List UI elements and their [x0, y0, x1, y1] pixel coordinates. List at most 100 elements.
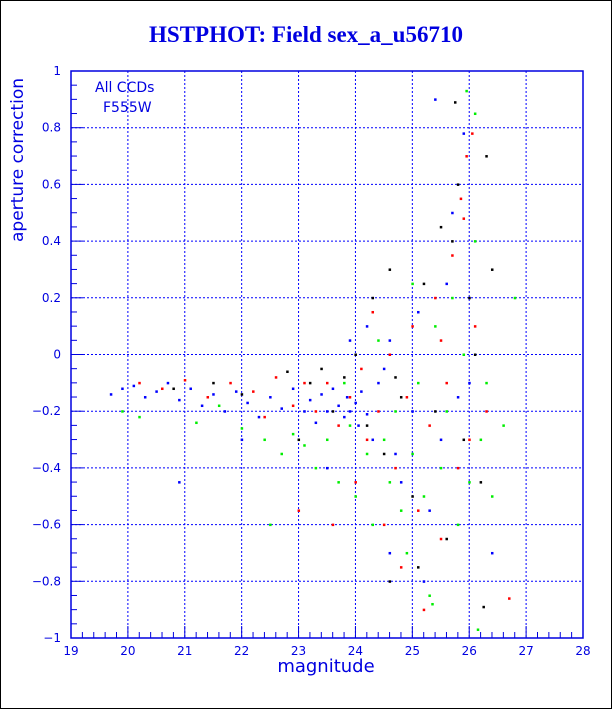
data-point-black: [388, 580, 392, 583]
data-point-black: [422, 282, 426, 286]
data-point-red: [468, 438, 471, 442]
data-point-green: [121, 410, 124, 413]
data-point-green: [445, 410, 448, 413]
data-point-blue: [269, 396, 272, 399]
data-point-red: [394, 466, 397, 470]
data-point-blue: [303, 410, 306, 413]
data-point-green: [365, 452, 369, 456]
data-point-red: [348, 396, 352, 399]
data-point-blue: [166, 381, 170, 385]
data-point-red: [508, 597, 511, 600]
data-point-red: [382, 523, 386, 527]
data-point-red: [297, 509, 301, 512]
y-tick-label: 0: [53, 348, 61, 362]
data-point-green: [195, 421, 198, 425]
data-point-green: [314, 466, 318, 470]
data-point-blue: [314, 421, 318, 425]
data-point-blue: [343, 415, 346, 419]
data-point-red: [456, 466, 460, 470]
x-tick-label: 19: [63, 644, 78, 658]
data-point-blue: [320, 393, 323, 396]
axes: 19 20 21 22 23 24 25 26 27 28 1 0.8 0.6 0.4 0.2 0 −0.2 −0…: [32, 64, 591, 658]
data-point-blue: [291, 387, 295, 391]
data-point-blue: [240, 438, 244, 442]
data-point-black: [371, 296, 375, 300]
data-point-blue: [143, 396, 147, 399]
data-point-black: [382, 452, 386, 456]
data-point-green: [291, 432, 295, 436]
x-tick-label: 23: [291, 644, 306, 658]
data-point-green: [479, 438, 483, 442]
data-point-green: [269, 523, 272, 527]
data-point-green: [422, 495, 426, 498]
y-tick-label: 0.6: [42, 177, 61, 191]
data-point-blue: [348, 339, 352, 342]
data-point-red: [462, 217, 466, 220]
x-axis-label: magnitude: [277, 656, 375, 677]
data-point-green: [354, 495, 357, 498]
data-point-blue: [223, 410, 227, 413]
data-point-red: [388, 353, 392, 356]
data-point-green: [394, 410, 397, 413]
data-point-green: [431, 602, 434, 606]
data-point-blue: [345, 396, 349, 399]
data-point-red: [399, 566, 403, 569]
data-point-blue: [109, 393, 113, 396]
data-point-blue: [155, 390, 158, 393]
data-point-red: [428, 424, 431, 427]
data-point-blue: [445, 282, 448, 286]
data-point-blue: [462, 132, 466, 135]
data-point-green: [417, 381, 420, 385]
data-point-blue: [360, 390, 363, 393]
data-point-red: [365, 438, 369, 442]
data-point-red: [331, 523, 335, 527]
data-point-blue: [422, 580, 426, 583]
data-point-red: [161, 387, 164, 391]
data-point-red: [326, 381, 329, 385]
data-point-red: [291, 404, 295, 408]
data-point-blue: [178, 481, 181, 484]
data-point-red: [485, 410, 488, 413]
data-point-red: [422, 608, 426, 612]
data-point-black: [456, 183, 460, 186]
data-point-green: [473, 112, 477, 116]
data-point-blue: [490, 551, 494, 555]
data-point-black: [490, 268, 494, 271]
data-point-black: [212, 381, 215, 385]
x-tick-label: 27: [518, 644, 533, 658]
data-point-green: [326, 438, 329, 442]
data-point-red: [274, 376, 278, 379]
data-point-blue: [326, 410, 329, 413]
data-point-blue: [234, 390, 238, 393]
data-point-red: [206, 396, 210, 399]
data-point-blue: [331, 387, 335, 391]
data-point-red: [337, 424, 340, 427]
data-point-blue: [280, 407, 283, 410]
y-tick-label: 1: [53, 64, 61, 78]
data-point-black: [482, 605, 485, 609]
data-point-blue: [434, 98, 437, 101]
data-point-blue: [451, 211, 454, 215]
legend-line-2: F555W: [103, 100, 152, 116]
data-point-red: [451, 254, 454, 257]
data-point-blue: [121, 387, 124, 391]
y-tick-label: 0.2: [42, 291, 61, 305]
y-tick-label: −0.2: [32, 404, 61, 418]
data-point-green: [411, 452, 414, 456]
data-point-black: [286, 370, 289, 374]
y-tick-label: −0.6: [32, 518, 61, 532]
x-tick-label: 28: [575, 644, 590, 658]
data-point-black: [365, 424, 369, 427]
data-point-green: [343, 381, 346, 385]
data-point-green: [263, 438, 266, 442]
data-point-green: [337, 481, 340, 484]
data-point-green: [240, 427, 244, 430]
data-point-black: [468, 296, 471, 300]
data-point-red: [303, 381, 306, 385]
y-tick-label: −0.8: [32, 574, 61, 588]
data-point-red: [439, 537, 443, 541]
data-point-green: [382, 438, 386, 442]
data-point-green: [456, 523, 460, 527]
data-point-green: [217, 404, 221, 408]
x-tick-label: 21: [177, 644, 192, 658]
